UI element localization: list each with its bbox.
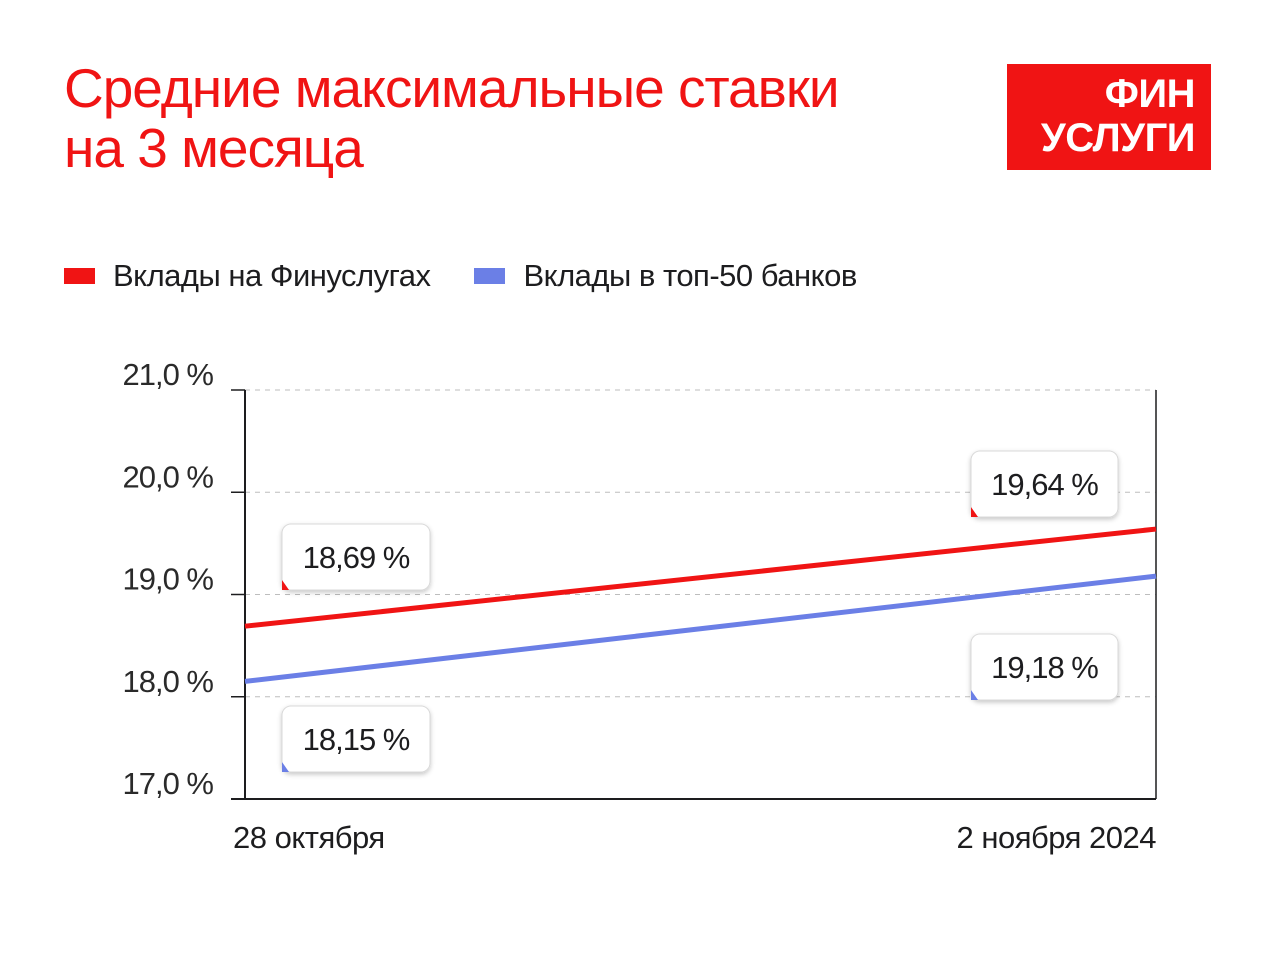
x-tick-label: 28 октября (233, 820, 385, 855)
series-line-top50 (244, 573, 1157, 684)
legend-item-finuslugi: Вклады на Финуслугах (64, 258, 431, 294)
callout-pointer (971, 690, 978, 700)
chart-title: Средние максимальные ставки на 3 месяца (64, 57, 840, 179)
logo-line-2: УСЛУГИ (1040, 116, 1196, 160)
y-tick-label: 18,0 % (122, 664, 213, 699)
callout-box (281, 523, 431, 591)
data-label-callout: 19,18 % (970, 633, 1119, 701)
legend-swatch-finuslugi (64, 268, 95, 284)
data-label-text: 18,15 % (303, 722, 410, 757)
y-tick-label: 19,0 % (122, 562, 213, 597)
callout-box (970, 633, 1119, 701)
title-line-2: на 3 месяца (64, 117, 364, 179)
data-label-callout: 18,69 % (281, 523, 431, 591)
callout-pointer (282, 580, 289, 590)
chart-legend: Вклады на Финуслугах Вклады в топ-50 бан… (64, 256, 901, 296)
y-tick-label: 21,0 % (122, 357, 213, 392)
data-labels: 18,69 % 19,64 % 18,15 % 19,18 % (281, 450, 1119, 773)
series-line-finuslugi (244, 526, 1157, 629)
data-label-text: 19,18 % (991, 650, 1098, 685)
legend-label-top50: Вклады в топ-50 банков (523, 258, 857, 293)
x-tick-label: 2 ноября 2024 (956, 820, 1156, 855)
callout-pointer (971, 507, 978, 517)
data-label-text: 18,69 % (303, 540, 410, 575)
callout-box (281, 705, 431, 773)
chart-axes: 17,0 % 18,0 % 19,0 % 20,0 % 21,0 % 28 октября… (122, 357, 1156, 855)
y-tick-label: 17,0 % (122, 766, 213, 801)
legend-item-top50: Вклады в топ-50 банков (474, 258, 857, 294)
title-line-1: Средние максимальные ставки (64, 57, 840, 119)
callout-pointer (282, 762, 289, 772)
finuslugi-logo: ФИН УСЛУГИ (1007, 64, 1211, 170)
legend-swatch-top50 (474, 268, 506, 284)
data-label-callout: 18,15 % (281, 705, 431, 773)
y-tick-label: 20,0 % (122, 459, 213, 494)
series-lines (244, 526, 1157, 684)
data-label-callout: 19,64 % (970, 450, 1119, 518)
data-label-text: 19,64 % (991, 467, 1098, 502)
grid-lines (245, 389, 1156, 698)
logo-line-1: ФИН (1104, 72, 1196, 116)
legend-label-finuslugi: Вклады на Финуслугах (113, 258, 431, 293)
callout-box (970, 450, 1119, 518)
